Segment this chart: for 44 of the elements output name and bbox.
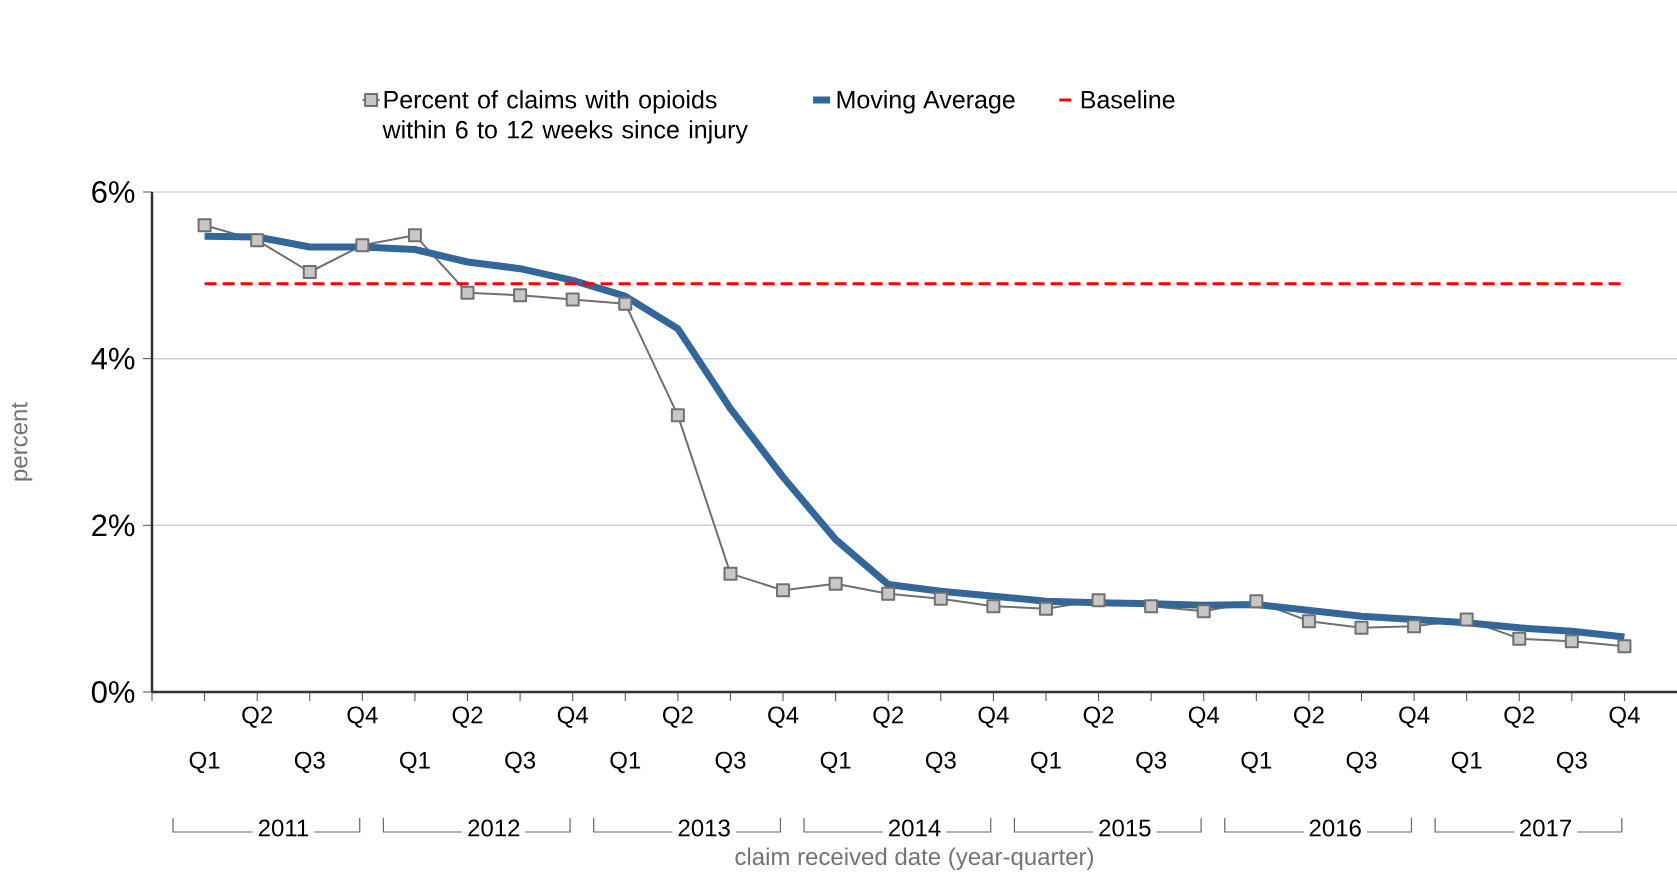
x-tick-label: Q3	[505, 751, 536, 774]
x-tick-label: Q4	[557, 706, 588, 728]
x-tick-label: Q2	[242, 706, 272, 728]
x-tick-label: Q3	[925, 751, 956, 774]
y-tick-label: 2%	[92, 514, 135, 537]
x-tick-label: Q1	[1241, 751, 1272, 774]
x-tick-label: Q4	[978, 706, 1009, 728]
y-tick-label: 0%	[91, 681, 135, 703]
text: 2016	[1309, 819, 1361, 837]
text: 2015	[1099, 819, 1151, 837]
x-tick-label: Q3	[1556, 751, 1587, 774]
legend-label: Baseline	[1081, 90, 1175, 109]
x-tick-label: Q3	[1346, 751, 1377, 774]
x-tick-label: Q2	[1504, 706, 1535, 728]
legend-label: Moving Average	[837, 90, 1015, 114]
x-tick-label: Q2	[873, 706, 904, 728]
text: 2014	[889, 819, 941, 837]
y-axis-title: percent	[11, 402, 33, 481]
x-tick-label: Q4	[1399, 706, 1430, 728]
x-tick-label: Q4	[1609, 706, 1640, 728]
y-tick-label: 6%	[92, 181, 135, 203]
text: 2013	[678, 819, 730, 837]
x-tick-label: Q2	[1294, 706, 1324, 728]
x-tick-label: Q3	[1136, 751, 1167, 774]
x-tick-label: Q3	[294, 751, 325, 774]
x-tick-label: Q2	[663, 706, 693, 728]
x-tick-label: Q4	[347, 706, 378, 728]
x-tick-label: Q1	[400, 751, 430, 774]
x-tick-label: Q3	[715, 751, 746, 774]
x-tick-label: Q4	[1188, 706, 1220, 728]
x-tick-label: Q2	[452, 706, 483, 728]
x-axis-title: claim received date (year-quarter)	[735, 847, 1094, 870]
x-tick-label: Q1	[820, 751, 851, 774]
x-tick-label: Q1	[189, 751, 220, 774]
y-tick-label: 4%	[91, 347, 135, 370]
text: 2012	[468, 819, 520, 837]
text: 2017	[1520, 819, 1572, 837]
x-tick-label: Q1	[610, 751, 641, 774]
x-tick-label: Q1	[1031, 751, 1061, 774]
x-tick-label: Q2	[1083, 706, 1114, 728]
x-tick-label: Q1	[1451, 751, 1482, 774]
x-tick-label: Q4	[768, 706, 799, 728]
legend-label: Percent of claims with opioids within 6 to 12 weeks since injury	[382, 90, 748, 144]
text: 2011	[258, 819, 309, 837]
